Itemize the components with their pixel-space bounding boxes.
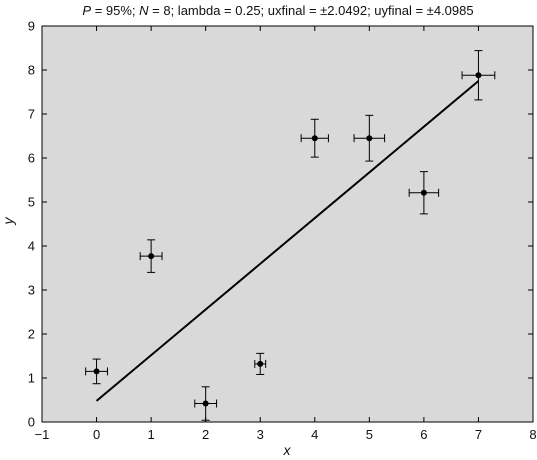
plot-area bbox=[41, 25, 534, 423]
y-tick-label: 6 bbox=[28, 151, 35, 166]
fit-line-layer bbox=[95, 80, 480, 402]
data-point-group bbox=[139, 239, 163, 273]
y-tick-label: 5 bbox=[28, 195, 35, 210]
x-tick-label: 7 bbox=[475, 427, 482, 442]
data-point-group bbox=[461, 50, 496, 101]
y-tick-label: 2 bbox=[28, 327, 35, 342]
x-tick-label: 3 bbox=[257, 427, 264, 442]
chart-title-part: N bbox=[139, 3, 149, 18]
y-tick-label: 1 bbox=[28, 371, 35, 386]
data-point bbox=[257, 360, 264, 367]
fit-line bbox=[95, 80, 480, 402]
x-tick-label: 2 bbox=[202, 427, 209, 442]
x-tick-label: 8 bbox=[529, 427, 536, 442]
data-point-group bbox=[85, 358, 108, 385]
y-tick-label: 9 bbox=[28, 19, 35, 34]
y-axis-label: y bbox=[0, 217, 16, 226]
data-point-group bbox=[254, 352, 267, 375]
data-point bbox=[366, 135, 373, 142]
x-tick-label: 5 bbox=[366, 427, 373, 442]
data-point bbox=[420, 189, 427, 196]
data-points-layer bbox=[85, 50, 496, 421]
y-axis: 0 1 2 3 4 5 6 7 8 9 bbox=[28, 19, 533, 430]
data-point bbox=[311, 135, 318, 142]
x-tick-label: 6 bbox=[420, 427, 427, 442]
chart-title-part: = 8; lambda = 0.25; uxfinal = ±2.0492; u… bbox=[149, 3, 474, 18]
x-axis-label: x bbox=[283, 442, 292, 458]
x-tick-label: 1 bbox=[147, 427, 154, 442]
data-point-group bbox=[194, 386, 218, 421]
chart-title-part: = 95%; bbox=[91, 3, 139, 18]
chart-title: P = 95%; N = 8; lambda = 0.25; uxfinal =… bbox=[82, 3, 473, 18]
x-tick-label: 4 bbox=[311, 427, 318, 442]
y-tick-label: 4 bbox=[28, 239, 35, 254]
x-tick-label: −1 bbox=[35, 427, 50, 442]
chart-title-part: P bbox=[82, 3, 91, 18]
data-point bbox=[148, 253, 155, 260]
x-tick-label: 0 bbox=[93, 427, 100, 442]
data-point-group bbox=[408, 171, 440, 215]
y-tick-label: 8 bbox=[28, 63, 35, 78]
y-tick-label: 0 bbox=[28, 415, 35, 430]
y-tick-label: 3 bbox=[28, 283, 35, 298]
x-axis: −1 0 1 2 3 4 5 6 7 8 bbox=[35, 26, 537, 442]
data-point bbox=[202, 400, 209, 407]
data-point bbox=[475, 72, 482, 79]
y-tick-label: 7 bbox=[28, 107, 35, 122]
data-point-group bbox=[300, 118, 329, 158]
data-point-group bbox=[353, 114, 386, 162]
data-point bbox=[93, 368, 100, 375]
